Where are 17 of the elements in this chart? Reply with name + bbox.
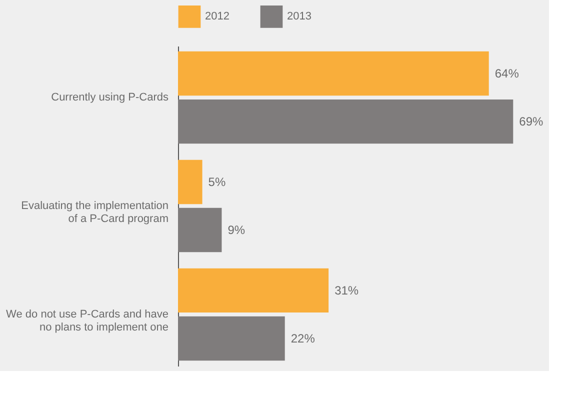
bar	[178, 316, 285, 361]
data-label: 31%	[334, 283, 359, 298]
data-label: 5%	[208, 174, 226, 189]
bar	[178, 160, 202, 204]
y-tick-label: Currently using P-Cards	[51, 92, 169, 104]
bar	[178, 208, 222, 252]
data-label: 64%	[494, 66, 520, 81]
data-label: 22%	[290, 331, 316, 346]
legend-label: 2012	[205, 10, 230, 23]
data-label: 69%	[519, 114, 544, 129]
bar	[178, 51, 489, 96]
legend-label: 2013	[287, 10, 312, 23]
bar	[178, 268, 329, 313]
y-tick-label: Evaluating the implementation of a P-Card program	[21, 200, 168, 225]
bar	[178, 99, 514, 144]
y-tick-label: We do not use P-Cards and have no plans to implement one	[6, 308, 168, 334]
data-label: 9%	[228, 223, 246, 238]
